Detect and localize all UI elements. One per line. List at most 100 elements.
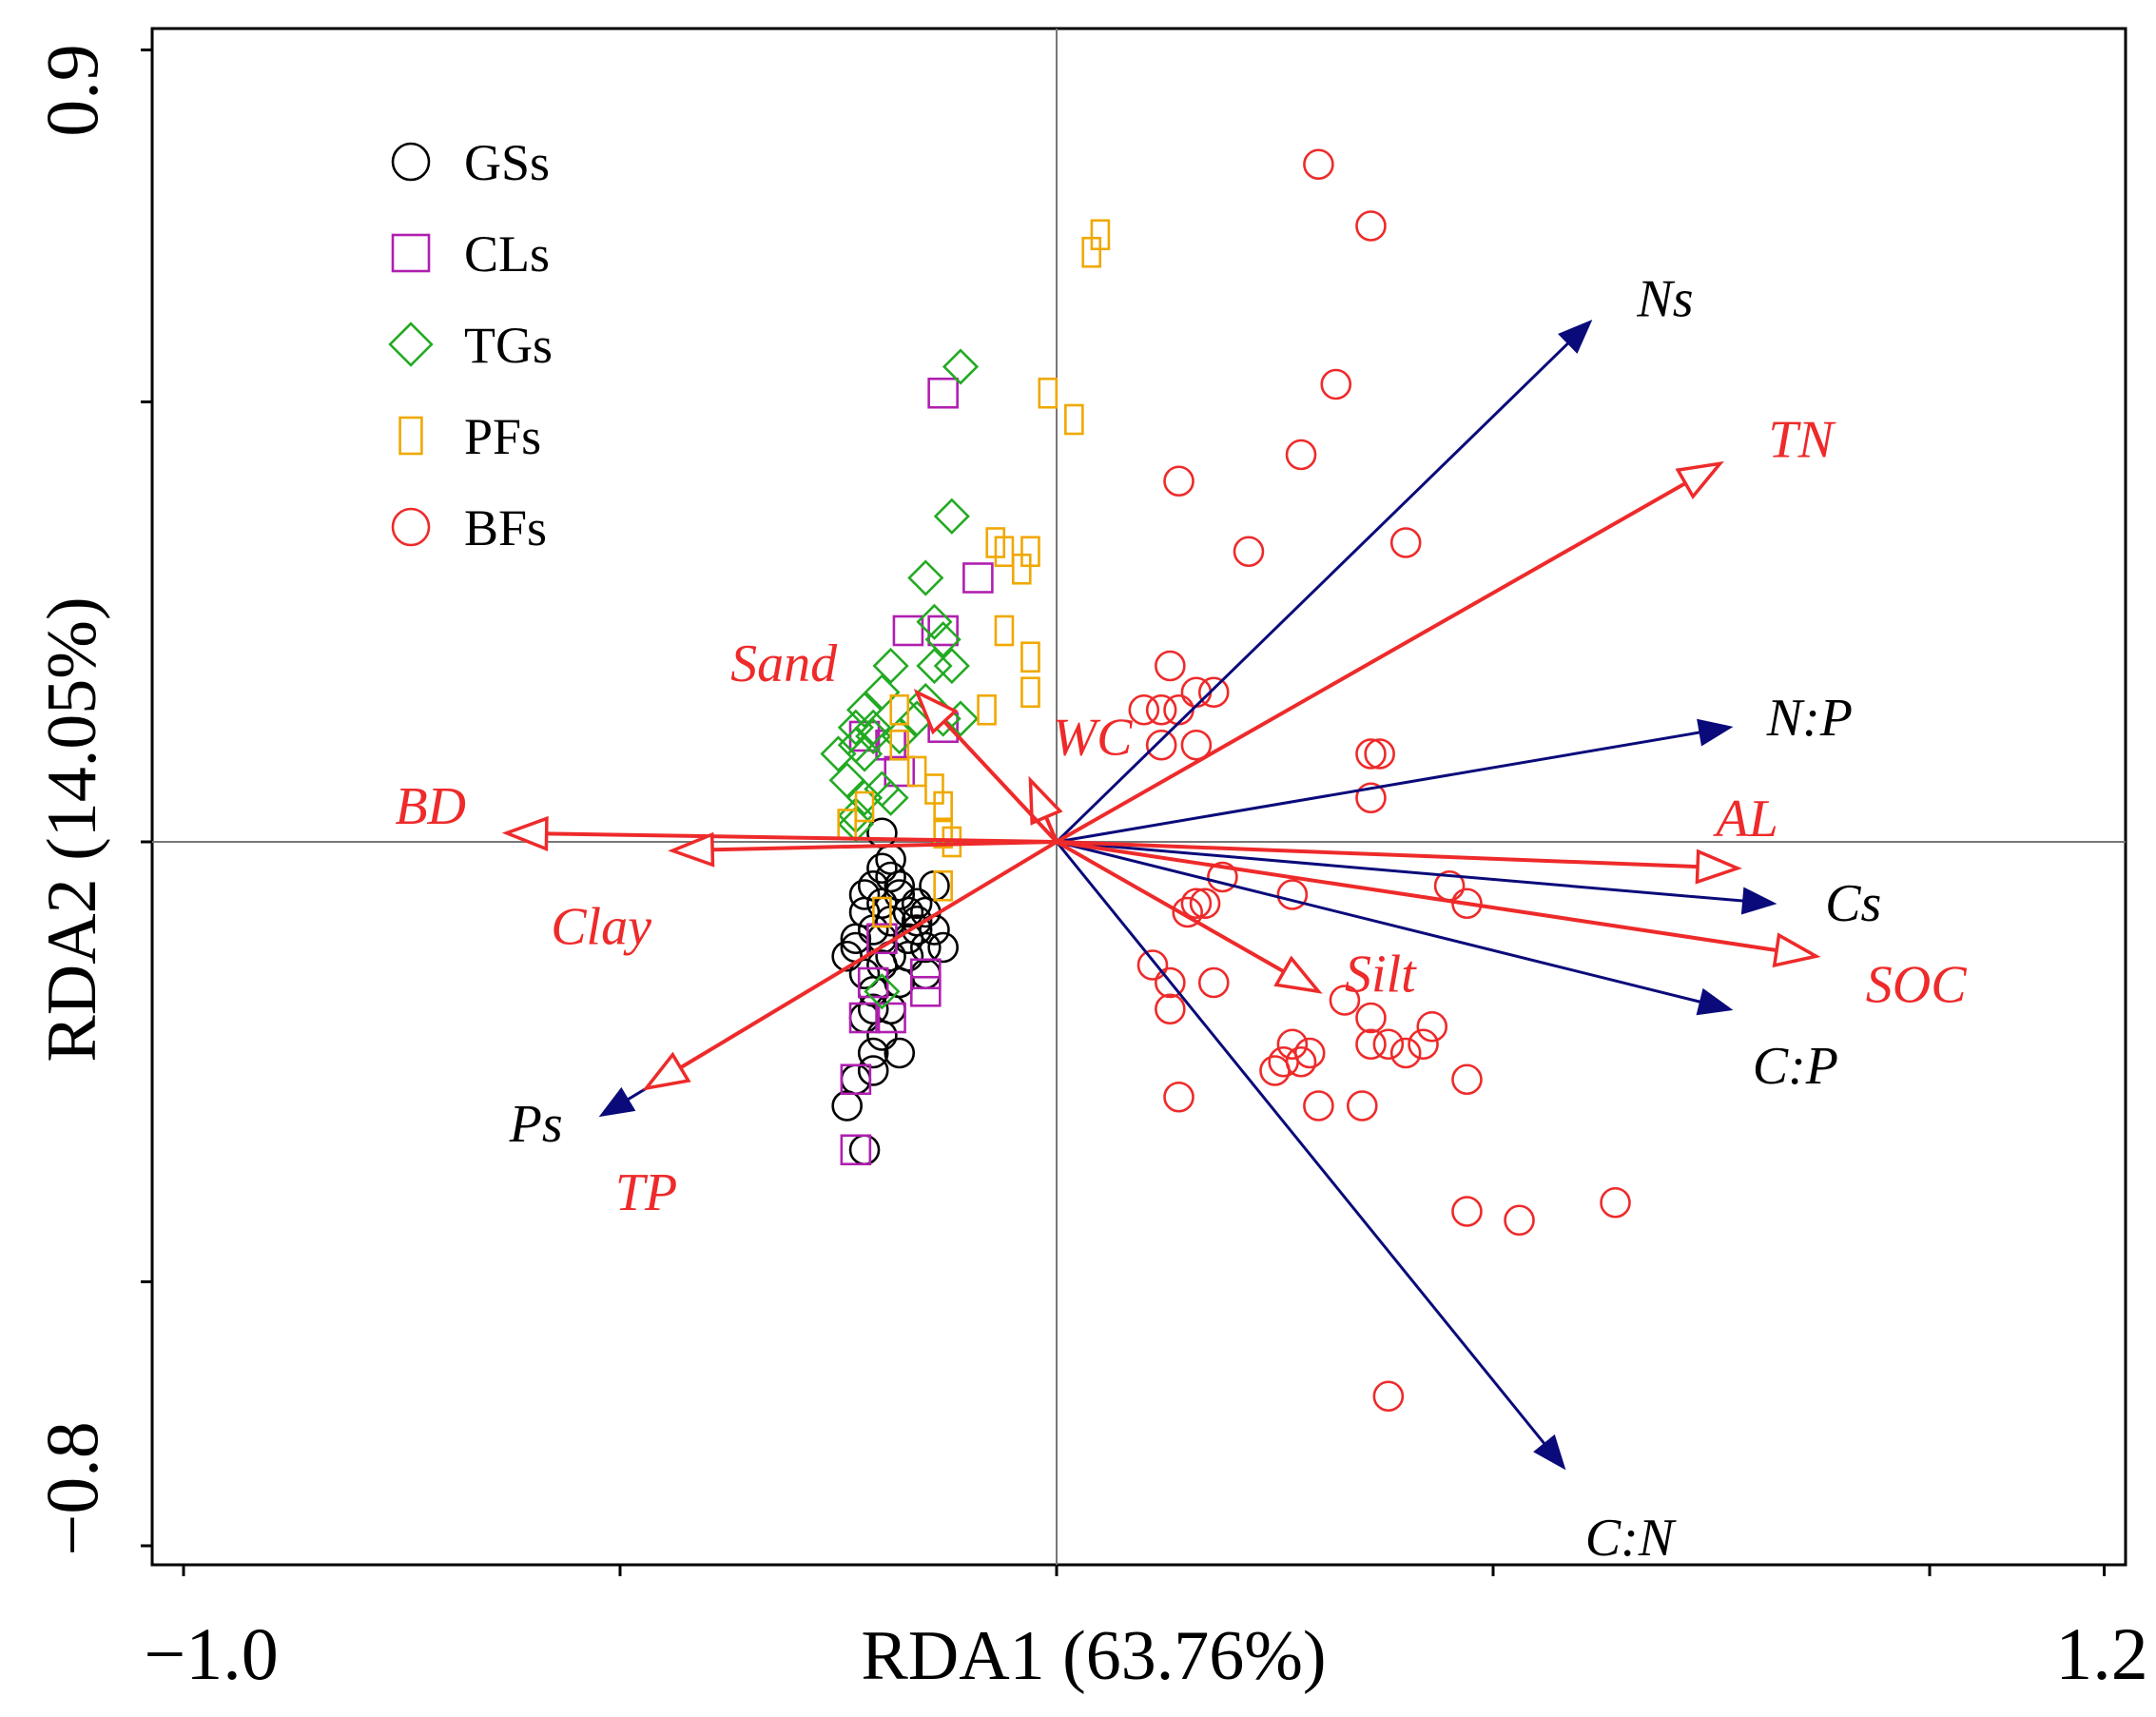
- vector-label-sand: Sand: [730, 634, 838, 693]
- vector-label-tp: TP: [615, 1163, 677, 1222]
- point-pfs: [1038, 377, 1059, 409]
- vector-head-al: [1695, 849, 1742, 885]
- vector-head-cp: [1696, 987, 1734, 1016]
- point-bfs: [1145, 693, 1177, 726]
- point-bfs: [1355, 210, 1387, 242]
- point-bfs: [1389, 527, 1422, 558]
- point-bfs: [1355, 1002, 1387, 1034]
- point-bfs: [1276, 879, 1309, 910]
- point-gss: [927, 931, 959, 964]
- point-cls: [875, 1002, 906, 1034]
- point-tgs: [837, 806, 874, 843]
- vector-shaft-clay: [712, 840, 1058, 852]
- point-bfs: [1180, 729, 1213, 761]
- vector-shaft-sand: [942, 720, 1059, 844]
- point-gss: [848, 958, 881, 990]
- point-bfs: [1128, 693, 1160, 726]
- point-gss: [866, 888, 898, 920]
- x-tick-label-min: −1.0: [144, 1612, 279, 1695]
- point-pfs: [1090, 219, 1111, 251]
- point-pfs: [994, 615, 1015, 647]
- point-pfs: [889, 693, 910, 726]
- vector-label-clay: Clay: [551, 897, 651, 956]
- point-tgs: [872, 647, 909, 685]
- point-tgs: [916, 603, 953, 640]
- point-gss: [892, 896, 924, 928]
- vector-shaft-tp: [679, 840, 1059, 1070]
- point-tgs: [942, 348, 980, 385]
- vector-shaft-soc: [1056, 840, 1777, 952]
- point-gss: [848, 879, 881, 910]
- vector-shaft-np: [1056, 731, 1701, 844]
- point-gss: [848, 1134, 881, 1166]
- point-bfs: [1355, 782, 1387, 814]
- point-bfs: [1347, 1090, 1378, 1122]
- point-gss: [848, 1002, 881, 1034]
- vector-label-cs: Cs: [1825, 874, 1881, 933]
- legend-label-cls: CLs: [464, 225, 550, 283]
- vector-head-wc: [1028, 775, 1063, 826]
- point-pfs: [977, 693, 997, 726]
- vector-head-tp: [642, 1051, 691, 1091]
- point-bfs: [1285, 439, 1317, 471]
- point-cls: [884, 755, 916, 788]
- point-gss: [857, 1037, 889, 1069]
- point-bfs: [1268, 1045, 1299, 1078]
- point-gss: [857, 1055, 889, 1086]
- y-tick-label-min: −0.8: [30, 1421, 113, 1556]
- point-gss: [857, 975, 889, 1007]
- point-bfs: [1372, 1028, 1405, 1061]
- legend: GSs CLs TGs PFs BFs: [388, 134, 553, 556]
- point-bfs: [1451, 1196, 1483, 1227]
- point-tgs: [916, 647, 953, 685]
- point-bfs: [1355, 738, 1387, 770]
- vector-label-bd: BD: [395, 777, 466, 836]
- point-gss: [831, 940, 863, 972]
- sample-points: [820, 148, 1631, 1413]
- point-tgs: [933, 647, 970, 685]
- vector-shaft-bd: [546, 831, 1058, 844]
- point-tgs: [855, 709, 892, 746]
- point-tgs: [855, 717, 892, 755]
- legend-marker-tgs: [388, 322, 434, 367]
- plot-frame: [150, 27, 2127, 1567]
- point-pfs: [933, 869, 953, 902]
- x-tick-label-max: 1.2: [2055, 1612, 2148, 1695]
- vector-head-sand: [913, 689, 959, 735]
- vector-shaft-tn: [1056, 481, 1687, 844]
- point-cls: [909, 958, 942, 990]
- vector-head-ps: [598, 1086, 636, 1118]
- point-pfs: [1020, 676, 1040, 709]
- point-gss: [866, 1020, 898, 1051]
- point-bfs: [1451, 888, 1483, 920]
- point-bfs: [1364, 738, 1395, 770]
- vector-shaft-cs: [1056, 840, 1744, 903]
- point-pfs: [1011, 553, 1032, 585]
- point-bfs: [1372, 1380, 1405, 1413]
- vector-label-np: N:P: [1766, 689, 1853, 748]
- legend-marker-bfs: [391, 507, 431, 547]
- point-pfs: [994, 536, 1015, 568]
- point-bfs: [1303, 1090, 1334, 1122]
- point-tgs: [907, 559, 944, 596]
- point-cls: [857, 966, 889, 999]
- vector-label-tn: TN: [1768, 410, 1836, 469]
- point-tgs: [845, 735, 884, 772]
- point-bfs: [1285, 1045, 1317, 1078]
- point-pfs: [889, 729, 910, 761]
- point-gss: [892, 940, 924, 972]
- point-bfs: [1145, 729, 1177, 761]
- point-gss: [909, 931, 942, 964]
- point-cls: [892, 615, 924, 647]
- vector-label-soc: SOC: [1866, 955, 1967, 1014]
- vector-shaft-ns: [1055, 341, 1570, 844]
- legend-label-bfs: BFs: [464, 499, 547, 556]
- point-gss: [857, 869, 889, 902]
- point-bfs: [1197, 676, 1230, 709]
- legend-marker-cls: [391, 233, 431, 273]
- point-bfs: [1197, 966, 1230, 999]
- point-pfs: [872, 896, 892, 928]
- point-bfs: [1207, 861, 1238, 893]
- point-tgs: [864, 673, 901, 711]
